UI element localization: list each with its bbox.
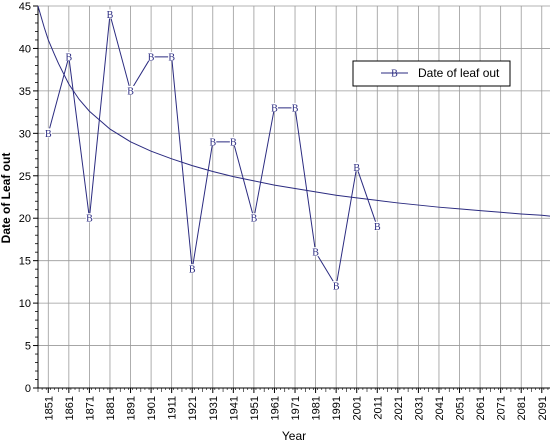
data-point-bg [373, 221, 381, 231]
x-tick-label: 2051 [455, 396, 467, 420]
series-layer: B B B B B B B B B B B B B B B B B [44, 9, 381, 293]
data-point-bg [65, 51, 73, 61]
x-tick-label: 2061 [475, 396, 487, 420]
x-tick-label: 1941 [228, 396, 240, 420]
data-point-bg [127, 85, 135, 95]
x-tick-label: 2071 [496, 396, 508, 420]
y-tick-label: 45 [19, 1, 31, 13]
x-tick-label: 1901 [146, 396, 158, 420]
data-point-bg [188, 264, 196, 274]
data-point: B [271, 103, 278, 114]
data-point: B [353, 163, 360, 174]
x-tick-label: 2021 [393, 396, 405, 420]
x-tick-label: 1921 [187, 396, 199, 420]
data-point: B [127, 86, 134, 97]
data-point: B [189, 265, 196, 276]
y-axis-label: Date of Leaf out [0, 153, 13, 244]
data-point-bg [85, 213, 93, 223]
data-point-bg [353, 162, 361, 172]
data-point-bg [44, 128, 52, 138]
x-tick-label: 2031 [413, 396, 425, 420]
x-tick-label: 2081 [516, 396, 528, 420]
data-point: B [86, 214, 93, 225]
y-tick-label: 10 [19, 298, 31, 310]
x-tick-label: 1991 [331, 396, 343, 420]
x-tick-label: 2011 [372, 396, 384, 420]
data-point-bg [270, 102, 278, 112]
y-tick-label: 25 [19, 171, 31, 183]
data-point: B [209, 137, 216, 148]
trend-layer [37, 5, 550, 217]
x-tick-label: 1931 [208, 396, 220, 420]
x-tick-label: 1961 [269, 396, 281, 420]
data-point-bg [312, 247, 320, 257]
trend-curve [37, 5, 550, 217]
x-tick-label: 1891 [126, 396, 138, 420]
y-tick-label: 0 [25, 383, 31, 395]
data-point: B [148, 52, 155, 63]
data-point-bg [250, 213, 258, 223]
x-tick-label: 1911 [167, 396, 179, 420]
y-tick-label: 30 [19, 128, 31, 140]
x-tick-label: 2041 [434, 396, 446, 420]
data-point-bg [291, 102, 299, 112]
data-point: B [374, 222, 381, 233]
y-axis-ticks: 0 5 10 15 20 25 30 35 40 45 [19, 1, 38, 395]
x-tick-label: 1981 [311, 396, 323, 420]
data-point-bg [229, 136, 237, 146]
y-tick-label: 20 [19, 213, 31, 225]
x-tick-label: 1951 [249, 396, 261, 420]
legend-label: Date of leaf out [418, 66, 500, 80]
data-point: B [312, 248, 319, 259]
x-axis-label: Year [282, 429, 306, 443]
data-point: B [168, 52, 175, 63]
data-point: B [251, 214, 258, 225]
y-tick-label: 5 [25, 341, 31, 353]
data-point-bg [332, 281, 340, 291]
x-axis-ticks: 1851 1861 1871 1881 1891 1901 1911 1921 1931 1941… [37, 388, 549, 420]
data-point: B [66, 52, 73, 63]
data-point: B [292, 103, 299, 114]
data-point-bg [209, 136, 217, 146]
x-tick-label: 2091 [537, 396, 549, 420]
y-tick-label: 35 [19, 86, 31, 98]
legend: B Date of leaf out [352, 60, 511, 87]
data-point: B [333, 282, 340, 293]
data-point-bg [168, 51, 176, 61]
x-tick-label: 1851 [43, 396, 55, 420]
x-tick-label: 1871 [84, 396, 96, 420]
y-tick-label: 15 [19, 256, 31, 268]
data-point-bg [106, 9, 114, 19]
x-tick-label: 2001 [352, 396, 364, 420]
data-point: B [107, 10, 114, 21]
y-tick-label: 40 [19, 43, 31, 55]
data-point-bg [147, 51, 155, 61]
legend-box [352, 60, 511, 87]
data-point: B [230, 137, 237, 148]
x-tick-label: 1861 [64, 396, 76, 420]
x-tick-label: 1971 [290, 396, 302, 420]
x-tick-label: 1881 [105, 396, 117, 420]
legend-marker: B [391, 69, 398, 80]
grid [38, 5, 550, 389]
data-point: B [45, 129, 52, 140]
axes [37, 6, 550, 389]
